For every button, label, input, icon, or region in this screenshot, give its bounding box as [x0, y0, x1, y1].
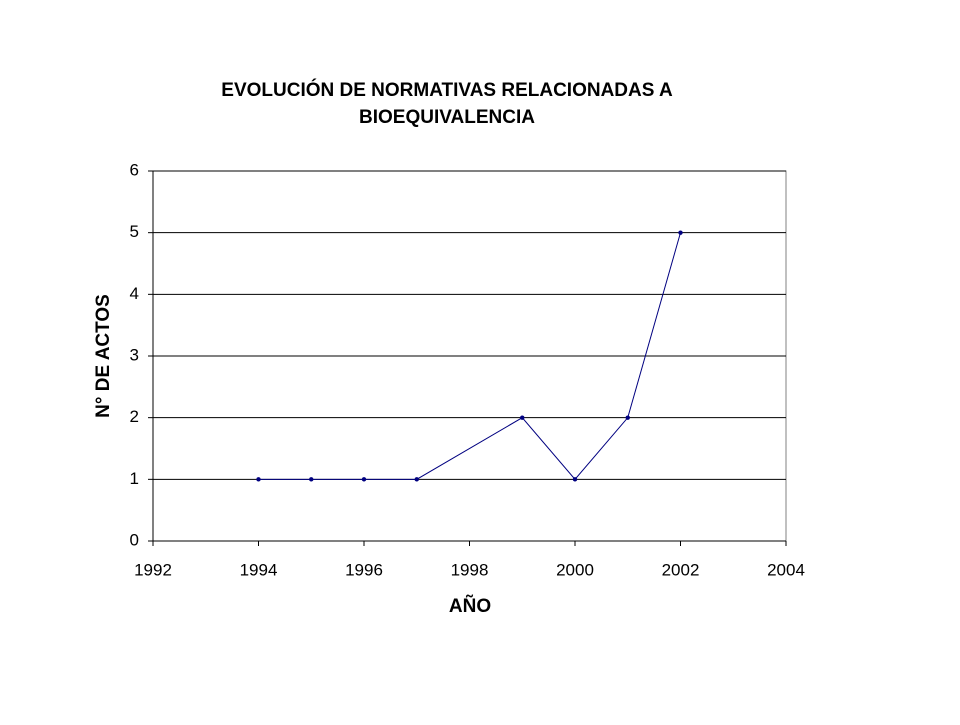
- x-tick-label: 2002: [662, 560, 700, 579]
- data-point: [678, 230, 683, 235]
- chart-title: BIOEQUIVALENCIA: [359, 107, 535, 128]
- data-line: [258, 232, 681, 481]
- x-axis-title: AÑO: [449, 595, 491, 617]
- data-point: [572, 477, 578, 482]
- x-tick-label: 2004: [767, 560, 805, 579]
- y-axis-title: N° DE ACTOS: [93, 294, 114, 418]
- y-tick-label: 1: [130, 469, 139, 488]
- x-tick-label: 1992: [134, 560, 172, 579]
- y-tick-label: 2: [130, 407, 139, 426]
- y-tick-label: 3: [130, 345, 139, 364]
- x-tick-label: 1996: [345, 560, 383, 579]
- data-point: [520, 415, 525, 420]
- data-point: [309, 477, 314, 482]
- data-point: [414, 477, 419, 482]
- x-tick-label: 2000: [556, 560, 594, 579]
- y-tick-label: 0: [130, 530, 139, 549]
- data-point: [256, 477, 261, 482]
- x-tick-label: 1998: [451, 560, 489, 579]
- data-point: [361, 477, 367, 482]
- y-tick-label: 5: [130, 222, 139, 241]
- x-tick-label: 1994: [240, 560, 278, 579]
- y-tick-label: 6: [130, 160, 139, 179]
- chart-title: EVOLUCIÓN DE NORMATIVAS RELACIONADAS A: [221, 79, 673, 101]
- y-tick-label: 4: [130, 284, 139, 303]
- data-point: [625, 415, 630, 420]
